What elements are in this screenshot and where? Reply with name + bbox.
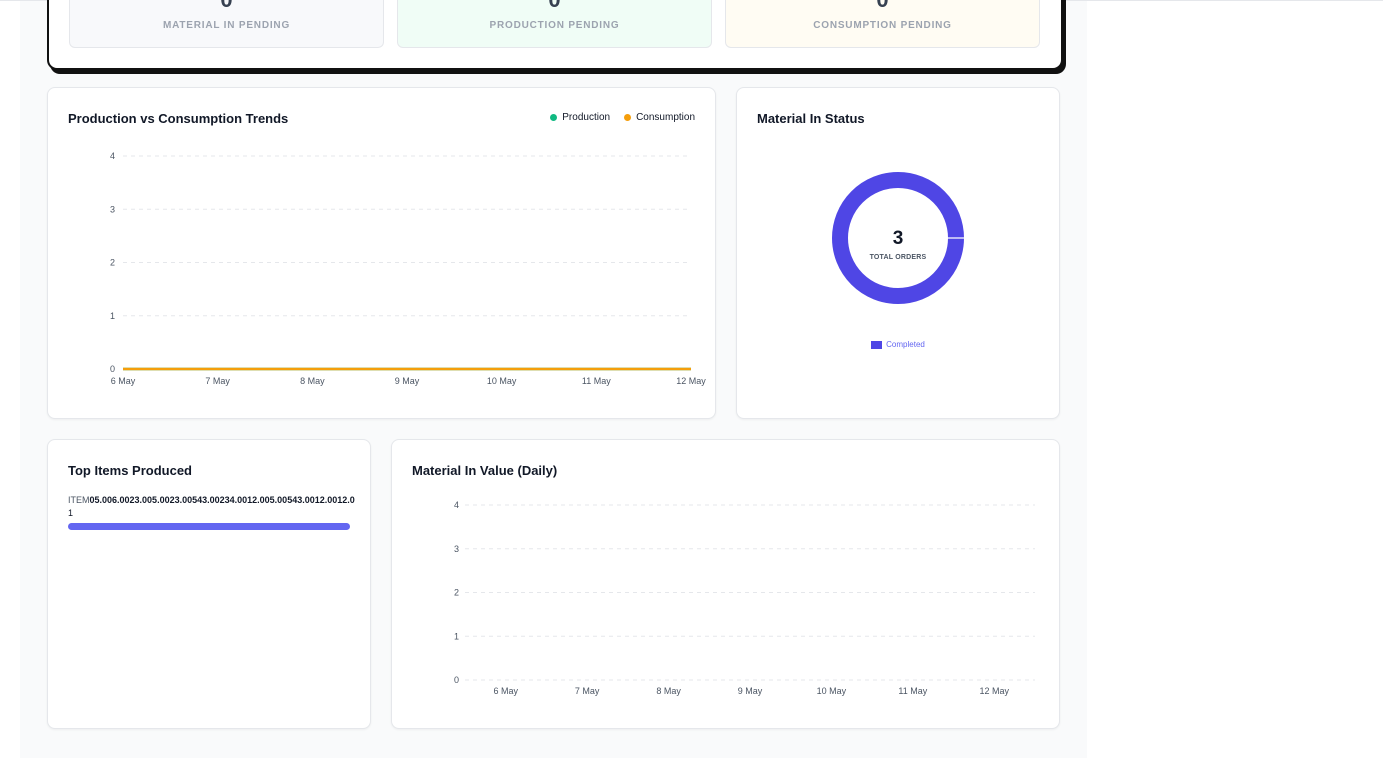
x-tick-label: 6 May [111,376,136,386]
top-item-bar [68,523,350,530]
status-donut-chart[interactable] [737,88,1059,418]
y-tick-label: 3 [454,544,459,554]
status-chart-title: Material In Status [757,111,865,126]
consumption-pending-card[interactable]: 0 CONSUMPTION PENDING [725,0,1040,48]
x-tick-label: 11 May [898,686,927,696]
production-legend-label: Production [562,112,611,123]
x-tick-label: 10 May [817,686,847,696]
y-tick-label: 4 [110,151,115,161]
production-pending-label: PRODUCTION PENDING [489,20,620,31]
x-tick-label: 11 May [582,376,611,386]
material-in-pending-value: 0 [220,0,232,13]
x-tick-label: 8 May [656,686,681,696]
completed-legend-label: Completed [886,340,925,349]
production-legend-dot [550,114,558,121]
trend-chart-plot[interactable]: 0 1 2 3 4 6 May 7 May 8 May 9 May 10 May 11 May 12 … [48,88,715,418]
top-items-title: Top Items Produced [68,463,192,478]
y-tick-label: 3 [110,204,115,214]
x-tick-label: 7 May [205,376,230,386]
value-chart-plot[interactable]: 0 1 2 3 4 6 May 7 May 8 May 9 May 10 May 11 May 12 … [392,440,1059,728]
trend-legend: Production Consumption [550,112,695,123]
value-chart-title: Material In Value (Daily) [412,463,558,478]
x-tick-label: 6 May [493,686,518,696]
top-item-prefix: ITEM [68,495,90,505]
legend-item-consumption[interactable]: Consumption [624,112,695,123]
y-tick-label: 0 [454,675,459,685]
x-tick-label: 8 May [300,376,325,386]
trend-chart-title: Production vs Consumption Trends [68,111,289,126]
x-tick-label: 12 May [676,376,706,386]
production-consumption-trend-card: Production vs Consumption Trends Product… [47,87,716,419]
top-item-count: 1 [68,508,74,518]
consumption-legend-dot [624,114,632,121]
production-pending-card[interactable]: 0 PRODUCTION PENDING [397,0,712,48]
completed-legend-swatch [871,340,883,349]
y-tick-label: 0 [110,364,115,374]
total-orders-value: 3 [892,228,904,249]
legend-item-production[interactable]: Production [550,112,610,123]
material-in-status-card: Material In Status 3 TOTAL ORDERS Comple… [736,87,1060,419]
y-tick-label: 1 [110,311,115,321]
top-items-produced-card: Top Items Produced ITEM05.006.0023.005.0… [47,439,371,729]
material-in-pending-card[interactable]: 0 MATERIAL IN PENDING [69,0,384,48]
material-in-value-card: Material In Value (Daily) 0 1 2 3 4 6 May 7 Ma… [391,439,1060,729]
material-in-pending-label: MATERIAL IN PENDING [162,20,291,31]
y-tick-label: 2 [454,588,459,598]
consumption-pending-label: CONSUMPTION PENDING [813,20,952,31]
total-orders-label: TOTAL ORDERS [869,254,927,261]
y-tick-label: 4 [454,500,459,510]
consumption-pending-value: 0 [876,0,888,13]
consumption-legend-label: Consumption [636,112,695,123]
x-tick-label: 12 May [980,686,1010,696]
x-tick-label: 7 May [575,686,600,696]
pending-summary-panel: 0 MATERIAL IN PENDING 0 PRODUCTION PENDI… [47,0,1063,70]
production-pending-value: 0 [548,0,560,13]
status-legend[interactable]: Completed [737,340,1059,349]
x-tick-label: 9 May [738,686,763,696]
top-item-name: ITEM05.006.0023.005.0023.00543.00234.001… [68,495,355,505]
y-tick-label: 2 [110,258,115,268]
x-tick-label: 10 May [487,376,517,386]
y-tick-label: 1 [454,631,459,641]
top-item-code: 05.006.0023.005.0023.00543.00234.0012.00… [89,495,355,505]
x-tick-label: 9 May [395,376,420,386]
